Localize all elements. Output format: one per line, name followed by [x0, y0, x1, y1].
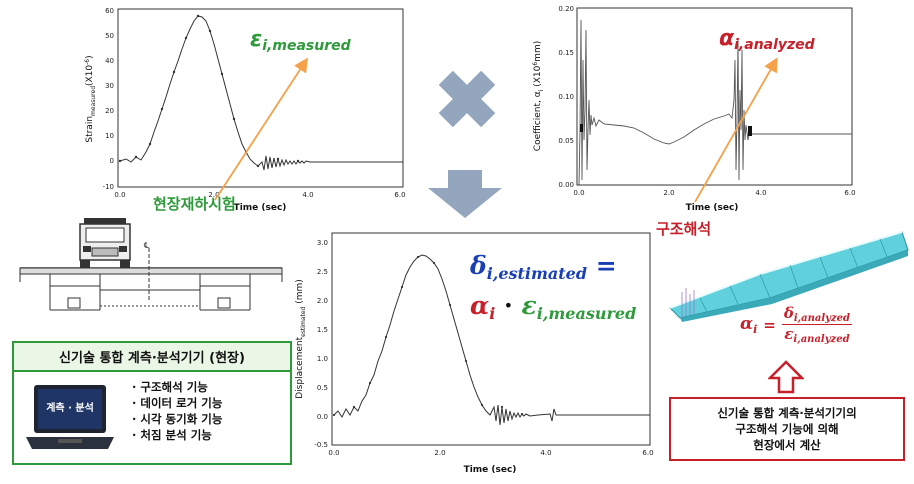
strain-xtick: 0.0	[114, 191, 125, 199]
up-arrow-icon	[768, 360, 804, 394]
estimated-displacement-formula: δi,estimated = αi · εi,measured	[470, 250, 636, 330]
displacement-markers	[332, 255, 524, 417]
strain-y-label: Strainmeasured(X10-6)	[84, 55, 97, 142]
feature-item: · 처짐 분석 기능	[132, 428, 212, 442]
displacement-ytick: 0.0	[317, 413, 328, 421]
strain-ytick: 50	[105, 32, 114, 40]
onsite-calculation-note: 신기술 통합 계측·분석기기의 구조해석 기능에 의해 현장에서 계산	[669, 397, 905, 461]
strain-chart: 60 50 40 30 20 10 0 -10 0.0 2.0 4.0 6.0 …	[84, 7, 406, 213]
displacement-x-label: Time (sec)	[464, 465, 517, 475]
ratio-alpha: αi	[740, 313, 758, 336]
displacement-ytick: 0.5	[317, 384, 328, 392]
measured-strain-formula: εi,measured	[250, 27, 352, 54]
coefficient-markers	[580, 124, 752, 136]
displacement-ytick: 2.0	[317, 297, 328, 305]
displacement-ytick: -0.5	[314, 441, 328, 449]
displacement-chart: 3.0 2.5 2.0 1.5 1.0 0.5 0.0 -0.5 0.0 2.0…	[295, 232, 654, 475]
coefficient-ytick: 0.10	[558, 93, 574, 101]
displacement-ytick: 2.5	[317, 268, 328, 276]
note-line: 신기술 통합 계측·분석기기의	[717, 406, 857, 420]
device-info-box: 신기술 통합 계측·분석기기 (현장) 계측 · 분석 · 구조해석 기능 · …	[12, 341, 292, 465]
coefficient-ytick: 0.05	[558, 137, 574, 145]
formula-line-1: δi,estimated =	[470, 251, 617, 283]
strain-y-ticks: 60 50 40 30 20 10 0 -10	[103, 7, 114, 191]
analyzed-ratio-formula: αi = δi,analyzed εi,analyzed	[740, 304, 853, 345]
device-box-title: 신기술 통합 계측·분석기기 (현장)	[14, 343, 290, 372]
displacement-x-ticks: 0.0 2.0 4.0 6.0	[328, 449, 653, 457]
strain-ytick: 40	[105, 57, 114, 65]
multiply-icon	[438, 70, 496, 128]
displacement-y-ticks: 3.0 2.5 2.0 1.5 1.0 0.5 0.0 -0.5	[314, 239, 328, 449]
coefficient-plot-frame	[576, 7, 853, 186]
coefficient-y-label: Coefficient, αi (X106mm)	[532, 41, 545, 151]
coefficient-xtick: 0.0	[573, 189, 584, 197]
displacement-xtick: 2.0	[434, 449, 445, 457]
displacement-ytick: 1.0	[317, 355, 328, 363]
coefficient-ytick: 0.20	[558, 5, 574, 13]
formula-line-2: αi · εi,measured	[470, 291, 637, 323]
field-test-label: 현장재하시험	[153, 195, 236, 213]
displacement-xtick: 6.0	[642, 449, 653, 457]
laptop-screen-label: 계측 · 분석	[46, 403, 94, 414]
laptop-icon	[26, 385, 114, 449]
strain-ytick: -10	[103, 183, 114, 191]
strain-xtick: 2.0	[208, 191, 219, 199]
coefficient-x-ticks: 0.0 2.0 4.0 6.0	[573, 189, 855, 197]
coefficient-ytick: 0.15	[558, 49, 574, 57]
strain-x-label: Time (sec)	[234, 203, 287, 213]
bridge-illustration: ℄	[19, 218, 283, 311]
displacement-ytick: 1.5	[317, 326, 328, 334]
strain-xtick: 4.0	[302, 191, 313, 199]
ratio-equals: =	[763, 315, 776, 334]
strain-ytick: 0	[110, 157, 114, 165]
strain-ytick: 20	[105, 107, 114, 115]
strain-ytick: 30	[105, 82, 114, 90]
feature-item: · 데이터 로거 기능	[132, 396, 223, 410]
coefficient-xtick: 4.0	[755, 189, 766, 197]
feature-item: · 시각 동기화 기능	[132, 412, 223, 426]
strain-xtick: 6.0	[394, 191, 405, 199]
ratio-denominator: εi,analyzed	[784, 325, 850, 345]
coefficient-x-label: Time (sec)	[686, 203, 739, 213]
feature-item: · 구조해석 기능	[132, 380, 208, 394]
coefficient-xtick: 6.0	[844, 189, 855, 197]
displacement-xtick: 0.0	[328, 449, 339, 457]
strain-ytick: 10	[105, 132, 114, 140]
note-line: 구조해석 기능에 의해	[735, 422, 839, 436]
analyzed-coefficient-formula: αi,analyzed	[719, 26, 816, 53]
strain-pointer-arrow	[214, 57, 308, 201]
centerline-mark: ℄	[144, 241, 150, 250]
coefficient-xtick: 2.0	[663, 189, 674, 197]
coefficient-ytick: 0.00	[558, 181, 574, 189]
coefficient-series-line	[578, 19, 852, 186]
coefficient-chart: 0.20 0.15 0.10 0.05 0.00 0.0 2.0 4.0 6.0…	[532, 5, 856, 213]
displacement-xtick: 4.0	[540, 449, 551, 457]
coefficient-pointer-arrow	[694, 57, 778, 203]
displacement-ytick: 3.0	[317, 239, 328, 247]
down-arrow-icon	[428, 170, 502, 218]
feature-list: · 구조해석 기능 · 데이터 로거 기능 · 시각 동기화 기능 · 처짐 분…	[132, 379, 222, 443]
displacement-y-label: Displacementestimated (mm)	[295, 279, 307, 399]
strain-x-ticks: 0.0 2.0 4.0 6.0	[114, 191, 405, 199]
ratio-fraction: δi,analyzed εi,analyzed	[781, 304, 853, 345]
ratio-numerator: δi,analyzed	[781, 304, 853, 325]
note-line: 현장에서 계산	[753, 438, 821, 452]
coefficient-y-ticks: 0.20 0.15 0.10 0.05 0.00	[558, 5, 574, 189]
truck-icon	[79, 218, 131, 270]
fe-model-illustration	[669, 231, 909, 322]
strain-ytick: 60	[105, 7, 114, 15]
structural-analysis-label: 구조해석	[656, 220, 712, 238]
